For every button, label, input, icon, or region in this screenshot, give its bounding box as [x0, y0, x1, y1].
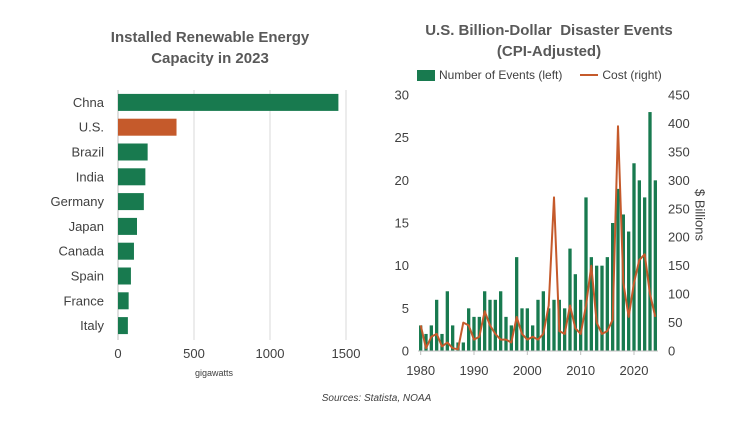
events-bar: [424, 333, 428, 351]
right-chart-right-y-tick: 400: [668, 116, 690, 131]
right-chart-left-y-tick: 5: [402, 301, 409, 316]
left-bar: [118, 143, 148, 161]
events-bar: [520, 308, 524, 351]
events-bar: [595, 265, 599, 351]
right-chart-right-y-tick: 300: [668, 173, 690, 188]
legend-events-swatch: [417, 69, 435, 81]
events-bar: [584, 197, 588, 351]
right-chart-right-y-tick: 0: [668, 344, 675, 359]
events-bar: [493, 299, 497, 351]
events-bar: [525, 308, 529, 351]
events-bar: [552, 299, 556, 351]
right-chart-right-y-tick: 50: [668, 315, 682, 330]
right-chart-right-y-tick: 350: [668, 144, 690, 159]
events-bar: [504, 316, 508, 351]
events-bar: [648, 112, 652, 351]
right-chart-x-tick-label: 2010: [566, 363, 595, 378]
right-chart-right-y-tick: 100: [668, 287, 690, 302]
events-bar: [483, 291, 487, 351]
events-bar: [536, 299, 540, 351]
left-category-label: India: [76, 169, 105, 184]
left-bar: [118, 317, 128, 335]
left-bar: [118, 93, 339, 111]
events-bar: [573, 274, 577, 351]
legend-events-label: Number of Events (left): [439, 68, 563, 82]
left-category-label: Canada: [58, 244, 104, 259]
events-bar: [637, 180, 641, 351]
left-x-tick-label: 1000: [256, 346, 285, 361]
events-bar: [632, 163, 636, 351]
left-category-label: Japan: [69, 219, 104, 234]
left-x-axis-label: gigawatts: [195, 368, 234, 378]
left-bar: [118, 118, 177, 136]
right-chart-left-y-tick: 30: [395, 88, 409, 103]
events-bar: [515, 257, 519, 351]
left-bar: [118, 217, 137, 235]
left-bar: [118, 193, 144, 211]
events-bar: [451, 325, 455, 351]
events-bar: [643, 197, 647, 351]
left-category-label: Chna: [73, 95, 105, 110]
right-chart-right-y-tick: 150: [668, 258, 690, 273]
events-bar: [467, 308, 471, 351]
cost-line: [419, 125, 657, 351]
events-bar: [435, 299, 439, 351]
right-chart-right-y-tick: 450: [668, 88, 690, 103]
events-bar: [579, 299, 583, 351]
events-bar: [461, 342, 465, 351]
right-chart-left-y-tick: 15: [395, 216, 409, 231]
events-bar: [547, 308, 551, 351]
right-chart-x-tick-label: 1990: [460, 363, 489, 378]
left-category-label: Spain: [71, 269, 104, 284]
left-chart-title-line1: Installed Renewable Energy: [110, 29, 310, 46]
right-chart-left-y-tick: 10: [395, 258, 409, 273]
left-bar: [118, 168, 146, 186]
events-bar: [531, 325, 535, 351]
left-chart-title: Installed Renewable Energy Capacity in 2…: [90, 27, 330, 69]
left-bar: [118, 267, 131, 285]
events-bar: [600, 265, 604, 351]
left-x-tick-label: 500: [183, 346, 205, 361]
left-x-tick-label: 0: [114, 346, 121, 361]
left-category-label: U.S.: [79, 120, 104, 135]
right-chart-x-tick-label: 2020: [620, 363, 649, 378]
right-chart-title-line1: U.S. Billion-Dollar Disaster Events: [425, 22, 673, 39]
right-chart-title: U.S. Billion-Dollar Disaster Events (CPI…: [418, 20, 680, 62]
events-bar: [627, 231, 631, 351]
events-bar: [589, 257, 593, 351]
events-bar: [541, 291, 545, 351]
right-y-axis-label: $ Billions: [692, 188, 708, 242]
events-bar: [419, 325, 423, 351]
left-x-tick-label: 1500: [332, 346, 361, 361]
events-bar: [616, 188, 620, 351]
source-note: Sources: Statista, NOAA: [321, 393, 432, 404]
events-bar: [605, 257, 609, 351]
events-bar: [445, 291, 449, 351]
right-chart-legend: Number of Events (left) Cost (right): [417, 68, 662, 82]
right-chart-left-y-tick: 0: [402, 344, 409, 359]
left-category-label: France: [64, 293, 104, 308]
events-bar: [568, 248, 572, 351]
right-chart-right-y-tick: 250: [668, 201, 690, 216]
right-chart-x-tick-label: 2000: [513, 363, 542, 378]
right-chart-left-y-tick: 20: [395, 173, 409, 188]
right-chart-x-tick-label: 1980: [406, 363, 435, 378]
legend-cost-swatch: [580, 74, 599, 76]
left-category-label: Italy: [80, 318, 104, 333]
left-bar: [118, 292, 129, 310]
left-category-label: Brazil: [71, 145, 104, 160]
legend-cost-label: Cost (right): [602, 68, 662, 82]
events-bar: [653, 180, 657, 351]
left-bar: [118, 242, 134, 260]
events-bar: [472, 316, 476, 351]
left-chart-title-line2: Capacity in 2023: [151, 50, 269, 67]
right-chart-title-line2: (CPI-Adjusted): [496, 43, 602, 60]
right-chart-right-y-tick: 200: [668, 230, 690, 245]
right-chart-left-y-tick: 25: [395, 130, 409, 145]
left-category-label: Germany: [51, 194, 105, 209]
events-bar: [499, 291, 503, 351]
events-bar: [440, 333, 444, 351]
